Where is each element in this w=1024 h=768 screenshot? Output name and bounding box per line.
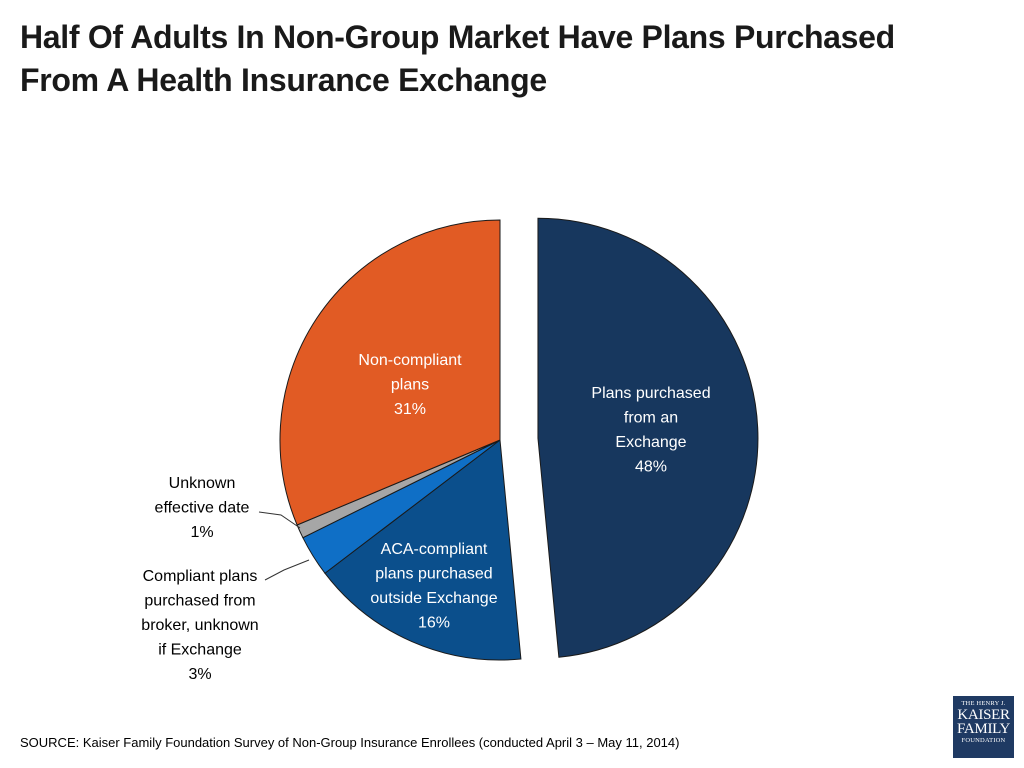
slice-label-0-line-1: from an [624, 410, 678, 427]
logo-line-1: THE HENRY J. [961, 700, 1006, 707]
slice-label-4-line-1: plans [391, 377, 429, 394]
slice-label-2-line-3: if Exchange [158, 642, 242, 659]
slice-label-4-line-0: Non-compliant [358, 352, 462, 369]
chart-title-line-2: From A Health Insurance Exchange [20, 62, 547, 98]
slice-label-4-line-2: 31% [394, 401, 426, 418]
slice-label-1-line-3: 16% [418, 615, 450, 632]
logo-line-4: FOUNDATION [961, 737, 1006, 744]
slice-label-0: Plans purchased from an Exchange 48% [591, 385, 710, 476]
pie-slice-0 [537, 217, 759, 658]
pie-slice-1 [324, 439, 522, 661]
logo-line-3: FAMILY [956, 721, 1011, 737]
pie-slice-4 [279, 219, 501, 526]
slice-label-1-line-0: ACA-compliant [381, 541, 488, 558]
logo-line-2: KAISER [957, 707, 1010, 723]
slice-label-2-line-2: broker, unknown [141, 617, 258, 634]
slice-label-0-line-0: Plans purchased [591, 385, 710, 402]
slice-label-3-line-2: 1% [190, 524, 213, 541]
chart-title-line-1: Half Of Adults In Non-Group Market Have … [20, 19, 895, 55]
slice-label-1-line-2: outside Exchange [370, 590, 497, 607]
slice-label-3-line-0: Unknown [169, 475, 236, 492]
slice-label-2-line-1: purchased from [144, 593, 255, 610]
slice-label-2: Compliant plans purchased from broker, unk… [141, 568, 258, 683]
chart-title: Half Of Adults In Non-Group Market Have … [20, 16, 980, 102]
slice-label-0-line-3: 48% [635, 459, 667, 476]
kaiser-family-foundation-logo: THE HENRY J. KAISER FAMILY FOUNDATION [953, 696, 1014, 758]
source-note: SOURCE: Kaiser Family Foundation Survey … [20, 735, 680, 750]
slice-label-1-line-1: plans purchased [375, 566, 492, 583]
slice-label-3-line-1: effective date [155, 500, 250, 517]
slice-label-3: Unknown effective date 1% [155, 475, 250, 541]
slice-label-1: ACA-compliant plans purchased outside Exch… [370, 541, 497, 632]
slice-label-2-line-0: Compliant plans [143, 568, 258, 585]
leader-line-2 [264, 559, 310, 581]
slice-label-2-line-4: 3% [188, 666, 211, 683]
leader-line-3 [258, 511, 301, 529]
slice-label-4: Non-compliant plans 31% [358, 352, 462, 418]
slice-label-0-line-2: Exchange [615, 434, 686, 451]
